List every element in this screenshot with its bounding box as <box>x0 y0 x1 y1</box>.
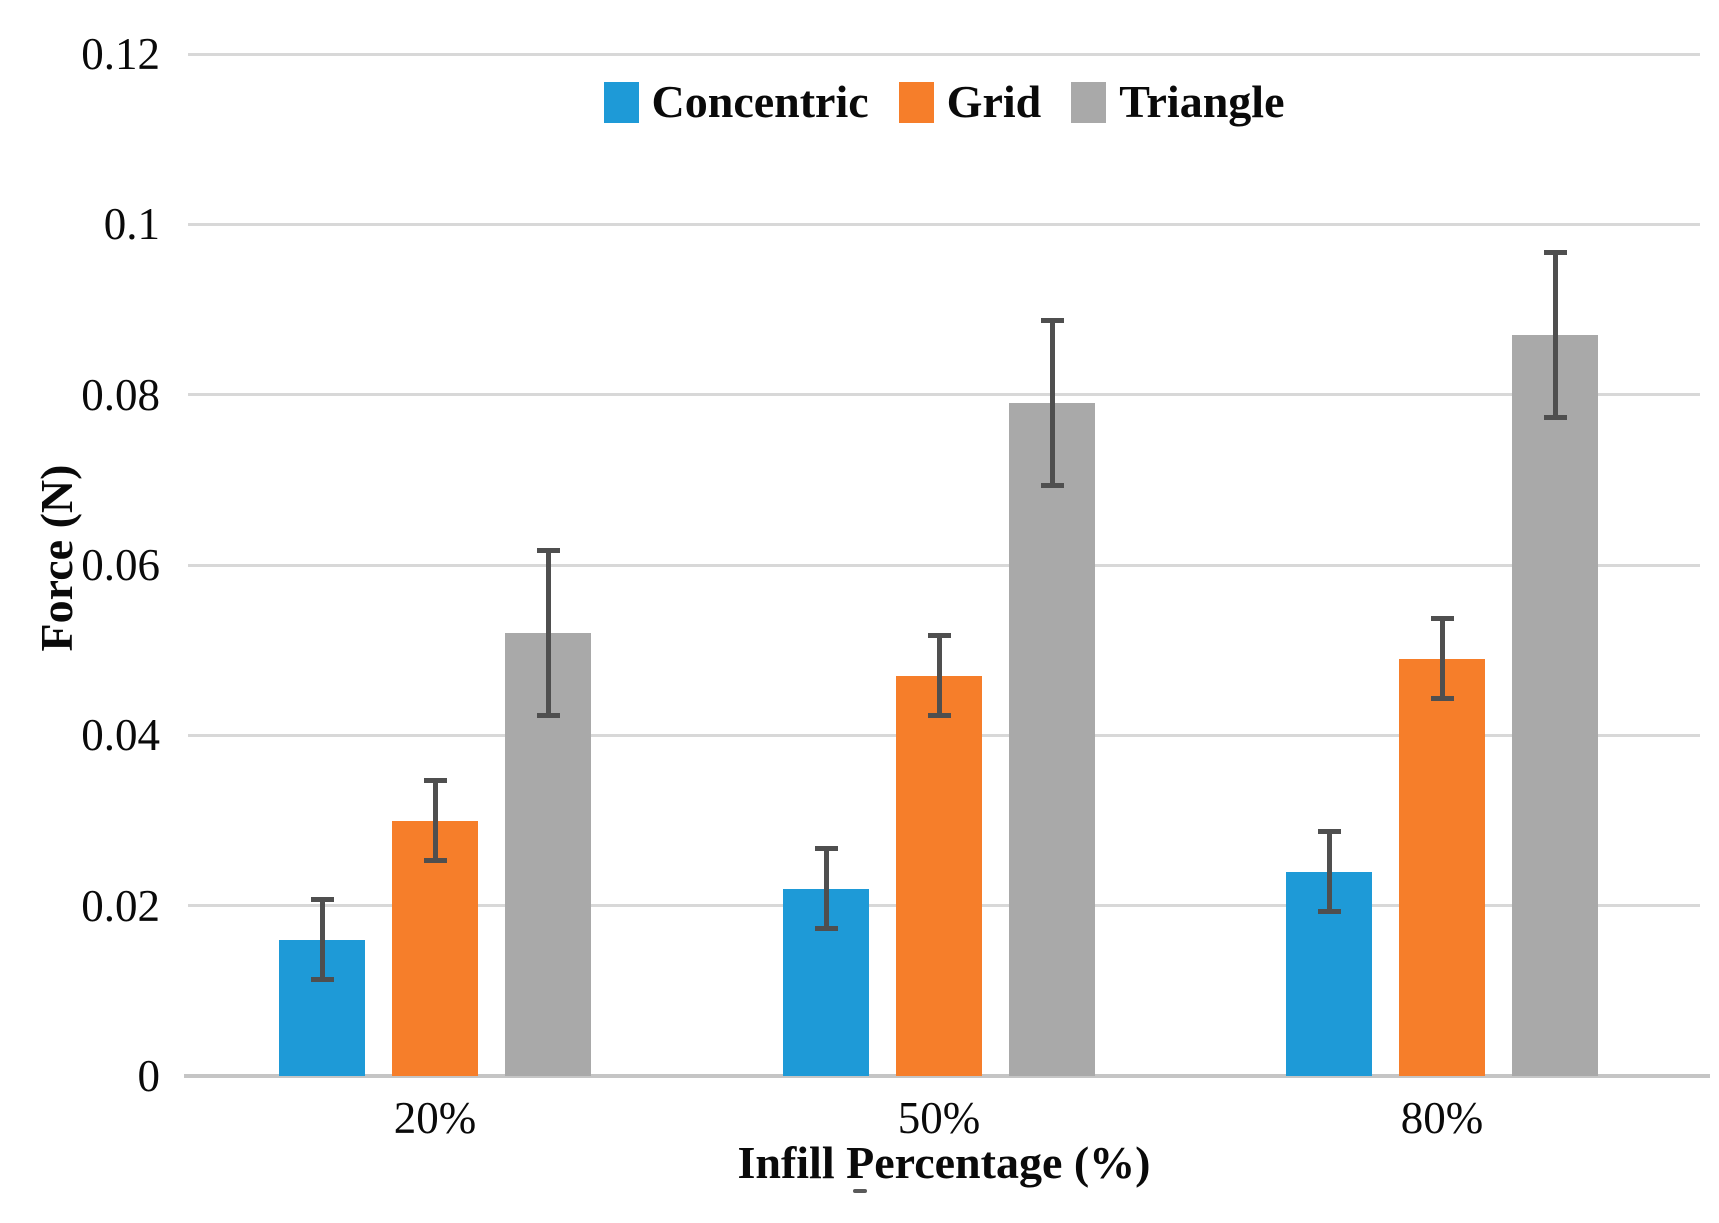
y-tick-label-0.02: 0.02 <box>81 880 160 931</box>
x-tick-label-80%: 80% <box>1400 1093 1484 1143</box>
bar-triangle-80% <box>1512 335 1598 1076</box>
error-bar-cap-top <box>536 547 560 553</box>
legend-item-concentric: Concentric <box>603 76 869 127</box>
legend-label: Grid <box>946 76 1042 127</box>
error-bar-cap-bottom <box>1317 909 1341 915</box>
x-axis-line <box>184 1074 1710 1078</box>
error-bar-triangle-80% <box>1543 249 1567 421</box>
error-bar-stem <box>1326 829 1332 915</box>
error-bar-stem <box>936 633 942 719</box>
error-bar-cap-bottom <box>927 713 951 719</box>
error-bar-cap-bottom <box>1430 696 1454 702</box>
gridline-0.1 <box>188 222 1700 226</box>
legend-label: Triangle <box>1119 76 1285 127</box>
error-bar-cap-top <box>1317 829 1341 835</box>
y-tick-label-0: 0 <box>137 1051 161 1101</box>
error-bar-cap-top <box>310 897 334 903</box>
error-bar-triangle-50% <box>1040 318 1064 489</box>
error-bar-cap-top <box>927 633 951 639</box>
error-bar-cap-bottom <box>310 977 334 983</box>
y-tick-label-0.12: 0.12 <box>81 29 160 79</box>
error-bar-cap-bottom <box>423 858 447 864</box>
legend-swatch-triangle <box>1071 81 1107 123</box>
error-bar-cap-top <box>1040 318 1064 324</box>
bar-grid-50% <box>896 675 982 1076</box>
legend-item-grid: Grid <box>898 76 1042 127</box>
error-bar-grid-20% <box>423 777 447 864</box>
error-bar-triangle-20% <box>536 547 560 719</box>
bar-triangle-50% <box>1009 403 1095 1076</box>
legend-swatch-concentric <box>603 81 639 123</box>
caption-dash-artifact <box>853 1189 867 1193</box>
gridline-0.06 <box>188 563 1700 567</box>
x-axis-title: Infill Percentage (%) <box>737 1137 1151 1188</box>
error-bar-stem <box>432 777 438 864</box>
legend-item-triangle: Triangle <box>1071 78 1284 126</box>
gridline-0.08 <box>188 393 1700 397</box>
error-bar-stem <box>1049 318 1055 489</box>
error-bar-cap-top <box>1543 249 1567 255</box>
error-bar-concentric-80% <box>1317 829 1341 915</box>
error-bar-stem <box>545 547 551 719</box>
legend: Concentric Grid Triangle <box>188 78 1700 126</box>
error-bar-grid-50% <box>927 633 951 719</box>
bar-grid-80% <box>1399 658 1485 1076</box>
error-bar-cap-bottom <box>1543 415 1567 421</box>
error-bar-stem <box>319 897 325 983</box>
x-tick-label-20%: 20% <box>393 1093 477 1143</box>
error-bar-cap-bottom <box>814 926 838 932</box>
x-tick-label-50%: 50% <box>897 1093 981 1143</box>
error-bar-concentric-50% <box>814 846 838 932</box>
y-tick-label-0.1: 0.1 <box>103 199 160 250</box>
error-bar-stem <box>1552 249 1558 421</box>
y-tick-label-0.06: 0.06 <box>81 540 160 590</box>
error-bar-cap-top <box>423 777 447 783</box>
legend-label: Concentric <box>651 76 869 127</box>
plot-area <box>184 52 1710 1078</box>
error-bar-stem <box>1439 616 1445 702</box>
error-bar-stem <box>823 846 829 932</box>
gridline-0.12 <box>188 52 1700 56</box>
error-bar-cap-bottom <box>536 713 560 719</box>
error-bar-cap-bottom <box>1040 483 1064 489</box>
y-tick-label-0.04: 0.04 <box>81 710 160 761</box>
error-bar-cap-top <box>814 846 838 852</box>
error-bar-cap-top <box>1430 616 1454 622</box>
legend-swatch-grid <box>898 81 934 123</box>
y-tick-label-0.08: 0.08 <box>81 369 160 420</box>
error-bar-grid-80% <box>1430 616 1454 702</box>
y-axis-title: Force (N) <box>31 464 82 652</box>
error-bar-concentric-20% <box>310 897 334 983</box>
